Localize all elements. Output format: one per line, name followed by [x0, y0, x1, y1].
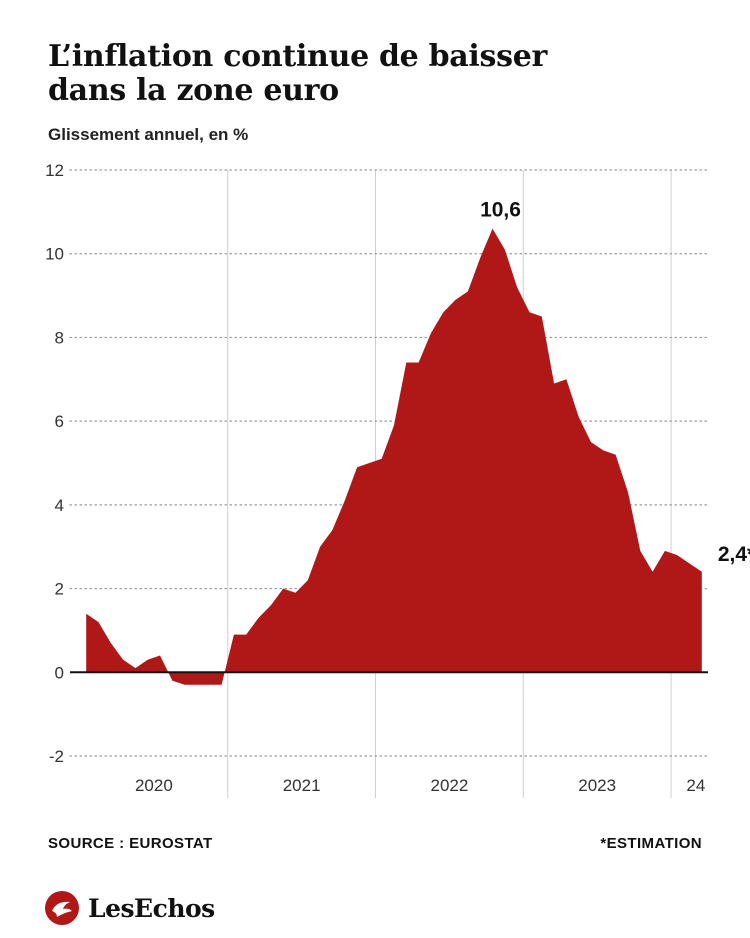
chart-subtitle: Glissement annuel, en % — [48, 125, 249, 144]
annotation-layer: 10,6 2,4* — [480, 199, 750, 566]
area-layer — [70, 228, 708, 685]
value-annotation: 10,6 — [480, 199, 521, 222]
estimation-note: *ESTIMATION — [600, 835, 702, 852]
y-tick-label: 4 — [55, 496, 64, 515]
year-label: 2021 — [283, 776, 321, 795]
brand-name: LesEchos — [88, 893, 215, 923]
y-tick-label: 6 — [55, 412, 64, 431]
chart-title: L’inflation continue de baisser dans la … — [48, 40, 708, 108]
source-note: SOURCE : EUROSTAT — [48, 835, 213, 852]
y-tick-label: -2 — [49, 747, 64, 766]
inflation-area — [86, 228, 702, 685]
year-label: 24 — [686, 776, 705, 795]
year-label: 2020 — [135, 776, 173, 795]
year-label: 2023 — [578, 776, 616, 795]
y-tick-label: 2 — [55, 580, 64, 599]
year-layer: 2020 2021 2022 2023 24 — [135, 776, 705, 795]
value-annotation: 2,4* — [718, 543, 750, 566]
chart-title-line1: L’inflation continue de baisser — [48, 39, 548, 74]
chart-title-line2: dans la zone euro — [48, 73, 339, 108]
year-label: 2022 — [430, 776, 468, 795]
les-echos-emblem-icon — [45, 891, 79, 925]
y-tick-label: 10 — [45, 245, 64, 264]
les-echos-logo: LesEchos — [44, 888, 215, 928]
y-tick-label: 12 — [45, 161, 64, 180]
y-tick-label: 0 — [55, 663, 64, 682]
y-tick-label: 8 — [55, 328, 64, 347]
